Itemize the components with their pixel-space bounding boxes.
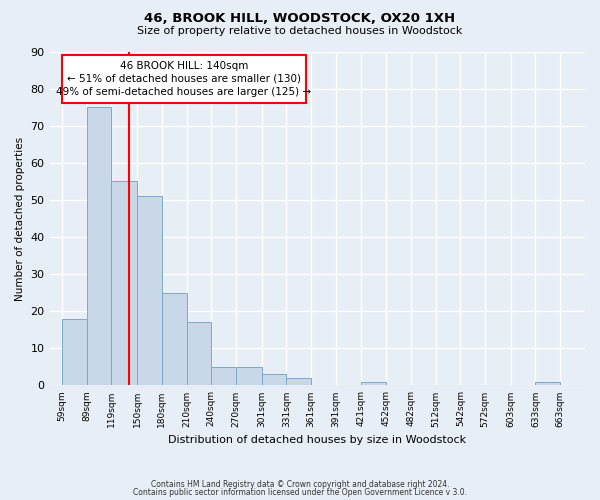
Text: 46 BROOK HILL: 140sqm: 46 BROOK HILL: 140sqm (120, 61, 248, 71)
Bar (137, 196, 162, 386)
Bar (535, 382, 560, 386)
Text: 46, BROOK HILL, WOODSTOCK, OX20 1XH: 46, BROOK HILL, WOODSTOCK, OX20 1XH (145, 12, 455, 26)
Text: Contains public sector information licensed under the Open Government Licence v : Contains public sector information licen… (133, 488, 467, 497)
Bar (187, 322, 211, 386)
Bar (262, 374, 286, 386)
X-axis label: Distribution of detached houses by size in Woodstock: Distribution of detached houses by size … (168, 435, 466, 445)
Bar (286, 378, 311, 386)
Bar (62, 318, 86, 386)
Bar (112, 182, 137, 386)
Bar (236, 367, 262, 386)
Y-axis label: Number of detached properties: Number of detached properties (15, 136, 25, 300)
Text: Size of property relative to detached houses in Woodstock: Size of property relative to detached ho… (137, 26, 463, 36)
Bar (211, 367, 236, 386)
Text: 49% of semi-detached houses are larger (125) →: 49% of semi-detached houses are larger (… (56, 86, 311, 97)
Bar (86, 107, 112, 386)
Text: Contains HM Land Registry data © Crown copyright and database right 2024.: Contains HM Land Registry data © Crown c… (151, 480, 449, 489)
Bar (361, 382, 386, 386)
Bar (162, 292, 187, 386)
FancyBboxPatch shape (62, 55, 306, 104)
Text: ← 51% of detached houses are smaller (130): ← 51% of detached houses are smaller (13… (67, 74, 301, 84)
